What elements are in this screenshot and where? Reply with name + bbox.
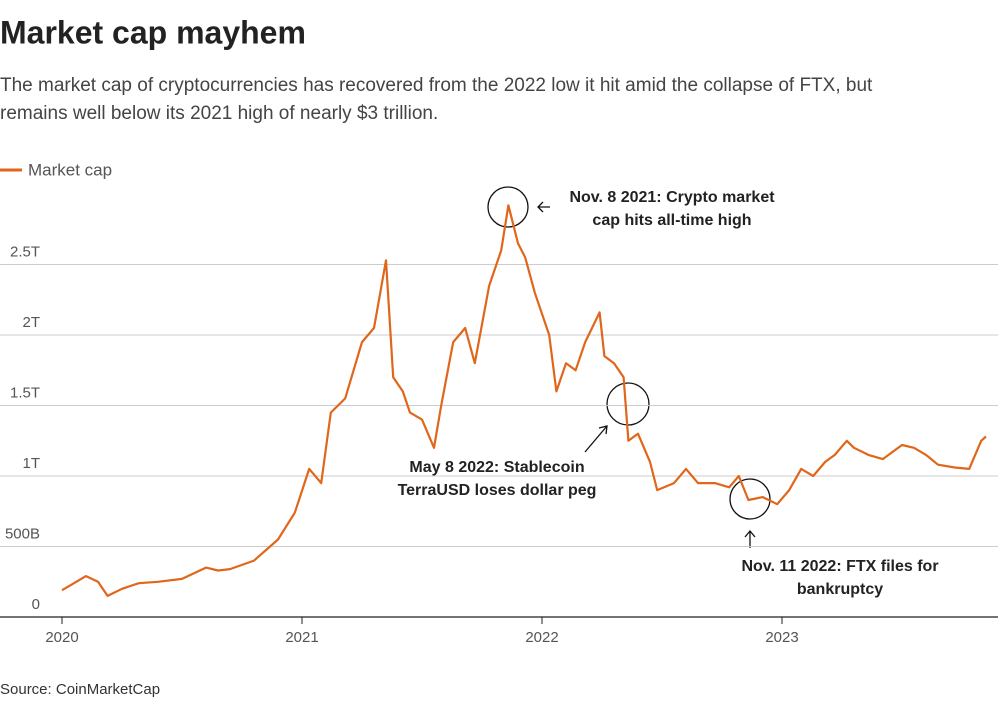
annotation: May 8 2022: Stablecoin (409, 459, 584, 476)
y-tick-label: 1T (22, 455, 40, 472)
line (61, 204, 987, 597)
x-tick-label: 2020 (45, 629, 78, 646)
y-tick-label: 0 (32, 596, 40, 613)
subtitle: remains well below its 2021 high of near… (0, 103, 438, 124)
y-tick-label: 1.5T (10, 384, 40, 401)
x-tick-label: 2022 (525, 629, 558, 646)
x-tick-label: 2021 (285, 629, 318, 646)
y-tick-label: 2.5T (10, 243, 40, 260)
annotation: bankruptcy (797, 581, 883, 598)
annotation: Nov. 11 2022: FTX files for (741, 558, 938, 575)
annotation: TerraUSD loses dollar peg (398, 482, 597, 499)
y-tick-label: 2T (22, 314, 40, 331)
annotation: cap hits all-time high (592, 212, 751, 229)
y-tick-label: 500B (5, 525, 40, 542)
source: Source: CoinMarketCap (0, 681, 160, 698)
x-tick-label: 2023 (765, 629, 798, 646)
legend-label: Market cap (28, 160, 112, 179)
chart-title: Market cap mayhem (0, 14, 306, 50)
subtitle: The market cap of cryptocurrencies has r… (0, 75, 873, 96)
annotation: Nov. 8 2021: Crypto market (569, 189, 775, 206)
